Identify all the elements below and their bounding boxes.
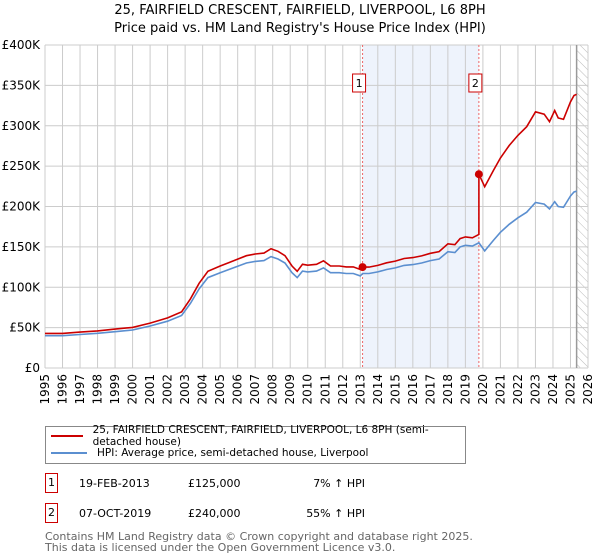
x-tick-label: 2005 bbox=[213, 374, 227, 405]
series-line-hpi bbox=[45, 190, 577, 337]
x-tick-label: 2001 bbox=[143, 374, 157, 405]
chart-title: 25, FAIRFIELD CRESCENT, FAIRFIELD, LIVER… bbox=[114, 3, 486, 18]
sale-marker-label: 1 bbox=[356, 77, 363, 90]
y-tick-label: £150K bbox=[2, 240, 42, 254]
legend-label: 25, FAIRFIELD CRESCENT, FAIRFIELD, LIVER… bbox=[92, 424, 429, 448]
legend-item-hpi: HPI: Average price, semi-detached house,… bbox=[46, 445, 368, 461]
sale-badge: 2 bbox=[45, 503, 58, 523]
x-tick-label: 2012 bbox=[336, 374, 350, 405]
x-tick-label: 1998 bbox=[91, 374, 105, 405]
sale-price: £240,000 bbox=[188, 506, 241, 520]
x-tick-label: 2017 bbox=[423, 374, 437, 405]
sale-point bbox=[358, 263, 367, 272]
x-tick-label: 1997 bbox=[73, 374, 87, 405]
sale-hpi-diff: 55% ↑ HPI bbox=[306, 506, 365, 520]
x-tick-label: 2008 bbox=[266, 374, 280, 405]
legend: 25, FAIRFIELD CRESCENT, FAIRFIELD, LIVER… bbox=[45, 424, 466, 464]
sale-date: 07-OCT-2019 bbox=[79, 506, 152, 520]
x-tick-label: 2020 bbox=[476, 374, 490, 405]
legend-swatch-hpi bbox=[51, 452, 87, 454]
y-tick-label: £400K bbox=[2, 38, 42, 52]
x-tick-label: 2026 bbox=[581, 374, 595, 405]
x-tick-label: 2018 bbox=[441, 374, 455, 405]
sale-marker-label: 2 bbox=[472, 77, 479, 90]
x-tick-label: 2014 bbox=[371, 374, 385, 405]
x-tick-label: 2011 bbox=[318, 374, 332, 405]
sale-row-1: 1 19-FEB-2013 £125,000 7% ↑ HPI bbox=[45, 473, 365, 493]
x-tick-label: 2016 bbox=[406, 374, 420, 405]
x-tick-label: 2003 bbox=[178, 374, 192, 405]
sale-marker-badge bbox=[468, 73, 483, 93]
x-tick-label: 2015 bbox=[388, 374, 402, 405]
y-tick-label: £200K bbox=[2, 200, 42, 214]
footer-copyright: Contains HM Land Registry data © Crown c… bbox=[45, 530, 473, 543]
x-tick-label: 2009 bbox=[283, 374, 297, 405]
x-tick-label: 2006 bbox=[231, 374, 245, 405]
legend-label: HPI: Average price, semi-detached house,… bbox=[97, 447, 369, 459]
sale-hpi-diff: 7% ↑ HPI bbox=[313, 476, 365, 490]
chart-subtitle: Price paid vs. HM Land Registry's House … bbox=[114, 21, 486, 36]
legend-item-property: 25, FAIRFIELD CRESCENT, FAIRFIELD, LIVER… bbox=[46, 424, 465, 448]
x-tick-label: 1995 bbox=[38, 374, 52, 405]
x-tick-label: 1996 bbox=[56, 374, 70, 405]
x-tick-label: 2004 bbox=[196, 374, 210, 405]
y-tick-label: £50K bbox=[9, 321, 41, 335]
sale-badge: 1 bbox=[45, 473, 58, 493]
series-line-property bbox=[45, 93, 577, 335]
footer-licence: This data is licensed under the Open Gov… bbox=[45, 541, 396, 554]
y-tick-label: £100K bbox=[2, 280, 42, 294]
x-tick-label: 2022 bbox=[511, 374, 525, 405]
sale-row-2: 2 07-OCT-2019 £240,000 55% ↑ HPI bbox=[45, 503, 365, 523]
x-tick-label: 2002 bbox=[161, 374, 175, 405]
x-tick-label: 1999 bbox=[108, 374, 122, 405]
y-tick-label: £0 bbox=[25, 361, 40, 375]
y-tick-label: £300K bbox=[2, 119, 42, 133]
x-tick-label: 2010 bbox=[301, 374, 315, 405]
x-tick-label: 2025 bbox=[563, 374, 577, 405]
x-tick-label: 2013 bbox=[353, 374, 367, 405]
x-tick-label: 2000 bbox=[126, 374, 140, 405]
sale-price: £125,000 bbox=[188, 476, 241, 490]
y-tick-label: £250K bbox=[2, 159, 42, 173]
x-tick-label: 2024 bbox=[546, 374, 560, 405]
y-tick-label: £350K bbox=[2, 78, 42, 92]
x-tick-label: 2021 bbox=[493, 374, 507, 405]
sale-point bbox=[474, 170, 483, 179]
sale-date: 19-FEB-2013 bbox=[79, 476, 150, 490]
legend-swatch-property bbox=[51, 435, 83, 437]
x-tick-label: 2007 bbox=[248, 374, 262, 405]
sale-marker-badge bbox=[352, 73, 367, 93]
x-tick-label: 2019 bbox=[458, 374, 472, 405]
price-chart: 1995 1996 1997 1998 1999 2000 2001 2002 2003 2004… bbox=[2, 38, 595, 405]
x-tick-label: 2023 bbox=[528, 374, 542, 405]
